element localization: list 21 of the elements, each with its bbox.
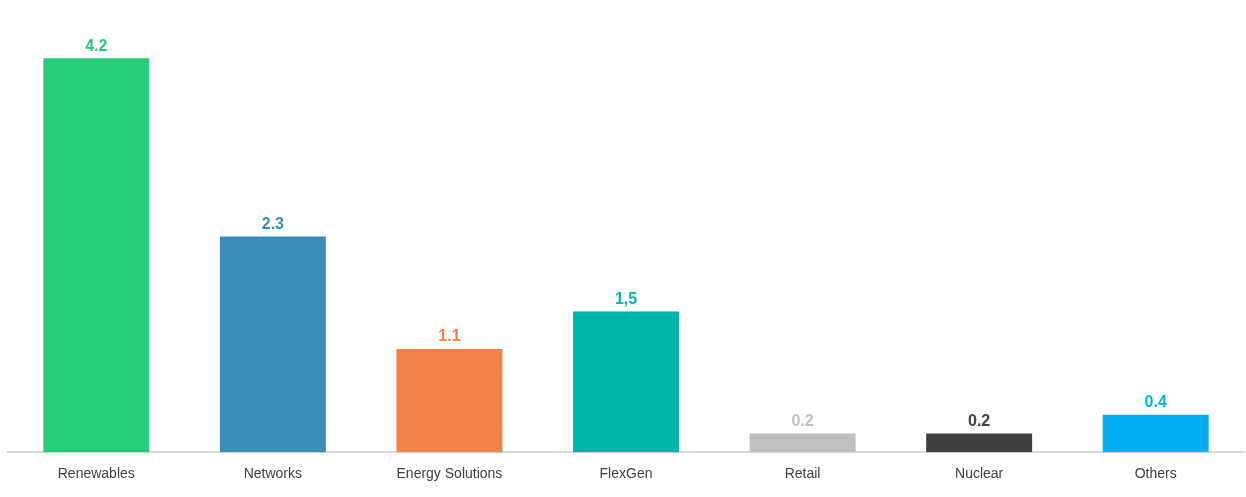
- data-label: 0.2: [791, 411, 814, 429]
- bar: [219, 236, 326, 453]
- x-tick-label: Energy Solutions: [396, 465, 503, 482]
- bar: [43, 58, 150, 453]
- x-tick-label: Others: [1134, 465, 1177, 482]
- data-label: 0.4: [1144, 393, 1167, 411]
- data-label: 2.3: [261, 214, 285, 232]
- bar: [749, 433, 856, 453]
- x-tick-label: FlexGen: [599, 465, 653, 482]
- data-label: 0.2: [968, 411, 991, 429]
- bar: [573, 311, 679, 453]
- bar: [396, 349, 503, 453]
- x-tick-label: Renewables: [57, 465, 135, 482]
- x-tick-label: Nuclear: [955, 465, 1004, 482]
- bar: [926, 433, 1033, 453]
- data-label: 1,5: [614, 289, 638, 307]
- x-tick-label: Networks: [243, 465, 303, 482]
- bar: [1102, 414, 1209, 453]
- data-label: 1.1: [438, 327, 461, 345]
- data-label: 4.2: [85, 36, 108, 54]
- x-tick-label: Retail: [784, 465, 821, 482]
